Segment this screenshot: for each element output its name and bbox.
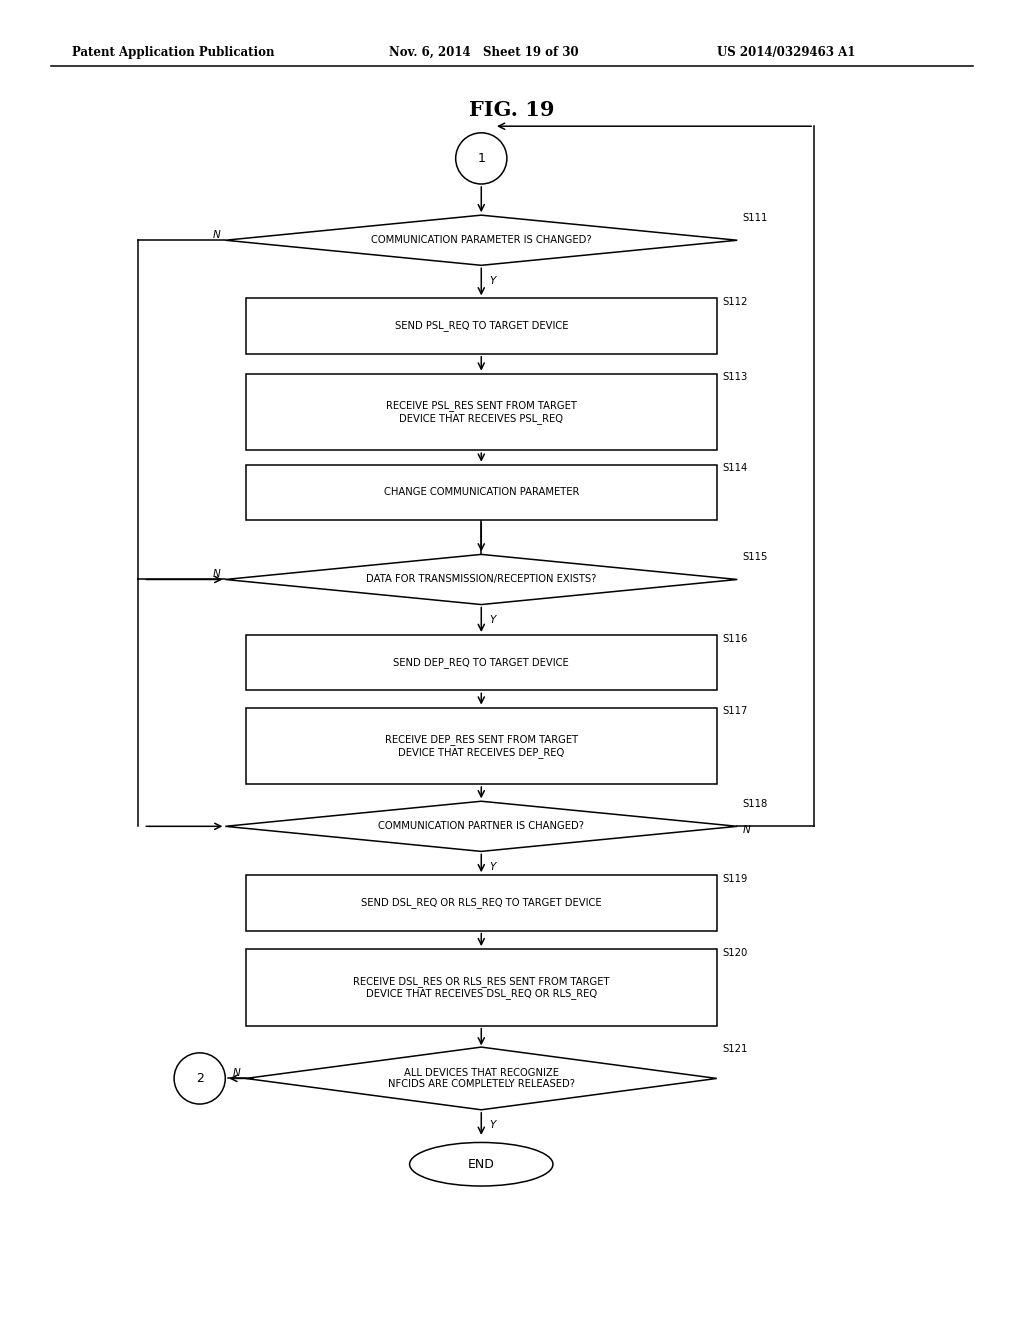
Text: N: N bbox=[232, 1068, 241, 1078]
Bar bbox=[246, 875, 717, 931]
Text: Y: Y bbox=[489, 615, 496, 626]
Bar bbox=[246, 298, 717, 354]
Text: S114: S114 bbox=[722, 463, 748, 474]
Text: RECEIVE DSL_RES OR RLS_RES SENT FROM TARGET
DEVICE THAT RECEIVES DSL_REQ OR RLS_: RECEIVE DSL_RES OR RLS_RES SENT FROM TAR… bbox=[353, 975, 609, 999]
Polygon shape bbox=[225, 554, 737, 605]
Text: S111: S111 bbox=[742, 213, 768, 223]
Text: COMMUNICATION PARAMETER IS CHANGED?: COMMUNICATION PARAMETER IS CHANGED? bbox=[371, 235, 592, 246]
Text: END: END bbox=[468, 1158, 495, 1171]
Text: N: N bbox=[212, 230, 220, 240]
Text: S118: S118 bbox=[742, 799, 768, 809]
Bar bbox=[246, 465, 717, 520]
Text: ALL DEVICES THAT RECOGNIZE
NFCIDS ARE COMPLETELY RELEASED?: ALL DEVICES THAT RECOGNIZE NFCIDS ARE CO… bbox=[388, 1068, 574, 1089]
Text: SEND DSL_REQ OR RLS_REQ TO TARGET DEVICE: SEND DSL_REQ OR RLS_REQ TO TARGET DEVICE bbox=[361, 898, 601, 908]
Text: S115: S115 bbox=[742, 552, 768, 562]
Text: S119: S119 bbox=[722, 874, 748, 884]
Bar bbox=[246, 635, 717, 690]
Text: Y: Y bbox=[489, 862, 496, 873]
Text: S121: S121 bbox=[722, 1044, 748, 1055]
Text: RECEIVE DEP_RES SENT FROM TARGET
DEVICE THAT RECEIVES DEP_REQ: RECEIVE DEP_RES SENT FROM TARGET DEVICE … bbox=[385, 734, 578, 758]
Bar bbox=[246, 374, 717, 450]
Text: RECEIVE PSL_RES SENT FROM TARGET
DEVICE THAT RECEIVES PSL_REQ: RECEIVE PSL_RES SENT FROM TARGET DEVICE … bbox=[386, 400, 577, 424]
Text: Patent Application Publication: Patent Application Publication bbox=[72, 46, 274, 59]
Text: SEND PSL_REQ TO TARGET DEVICE: SEND PSL_REQ TO TARGET DEVICE bbox=[394, 321, 568, 331]
Text: Nov. 6, 2014   Sheet 19 of 30: Nov. 6, 2014 Sheet 19 of 30 bbox=[389, 46, 579, 59]
Polygon shape bbox=[225, 801, 737, 851]
Bar bbox=[246, 708, 717, 784]
Text: SEND DEP_REQ TO TARGET DEVICE: SEND DEP_REQ TO TARGET DEVICE bbox=[393, 657, 569, 668]
Ellipse shape bbox=[456, 133, 507, 183]
Text: DATA FOR TRANSMISSION/RECEPTION EXISTS?: DATA FOR TRANSMISSION/RECEPTION EXISTS? bbox=[367, 574, 596, 585]
Text: S112: S112 bbox=[722, 297, 748, 308]
Text: FIG. 19: FIG. 19 bbox=[469, 100, 555, 120]
Text: 1: 1 bbox=[477, 152, 485, 165]
Text: US 2014/0329463 A1: US 2014/0329463 A1 bbox=[717, 46, 855, 59]
Polygon shape bbox=[225, 215, 737, 265]
Ellipse shape bbox=[410, 1143, 553, 1185]
Polygon shape bbox=[246, 1047, 717, 1110]
Text: CHANGE COMMUNICATION PARAMETER: CHANGE COMMUNICATION PARAMETER bbox=[384, 487, 579, 498]
Ellipse shape bbox=[174, 1053, 225, 1104]
Text: S120: S120 bbox=[722, 948, 748, 958]
Text: S116: S116 bbox=[722, 634, 748, 644]
Text: Y: Y bbox=[489, 1121, 496, 1130]
Text: Y: Y bbox=[489, 276, 496, 286]
Text: COMMUNICATION PARTNER IS CHANGED?: COMMUNICATION PARTNER IS CHANGED? bbox=[378, 821, 585, 832]
Text: 2: 2 bbox=[196, 1072, 204, 1085]
Text: S113: S113 bbox=[722, 372, 748, 383]
Text: S117: S117 bbox=[722, 706, 748, 717]
Text: N: N bbox=[742, 825, 751, 836]
Bar bbox=[246, 949, 717, 1026]
Text: N: N bbox=[212, 569, 220, 579]
